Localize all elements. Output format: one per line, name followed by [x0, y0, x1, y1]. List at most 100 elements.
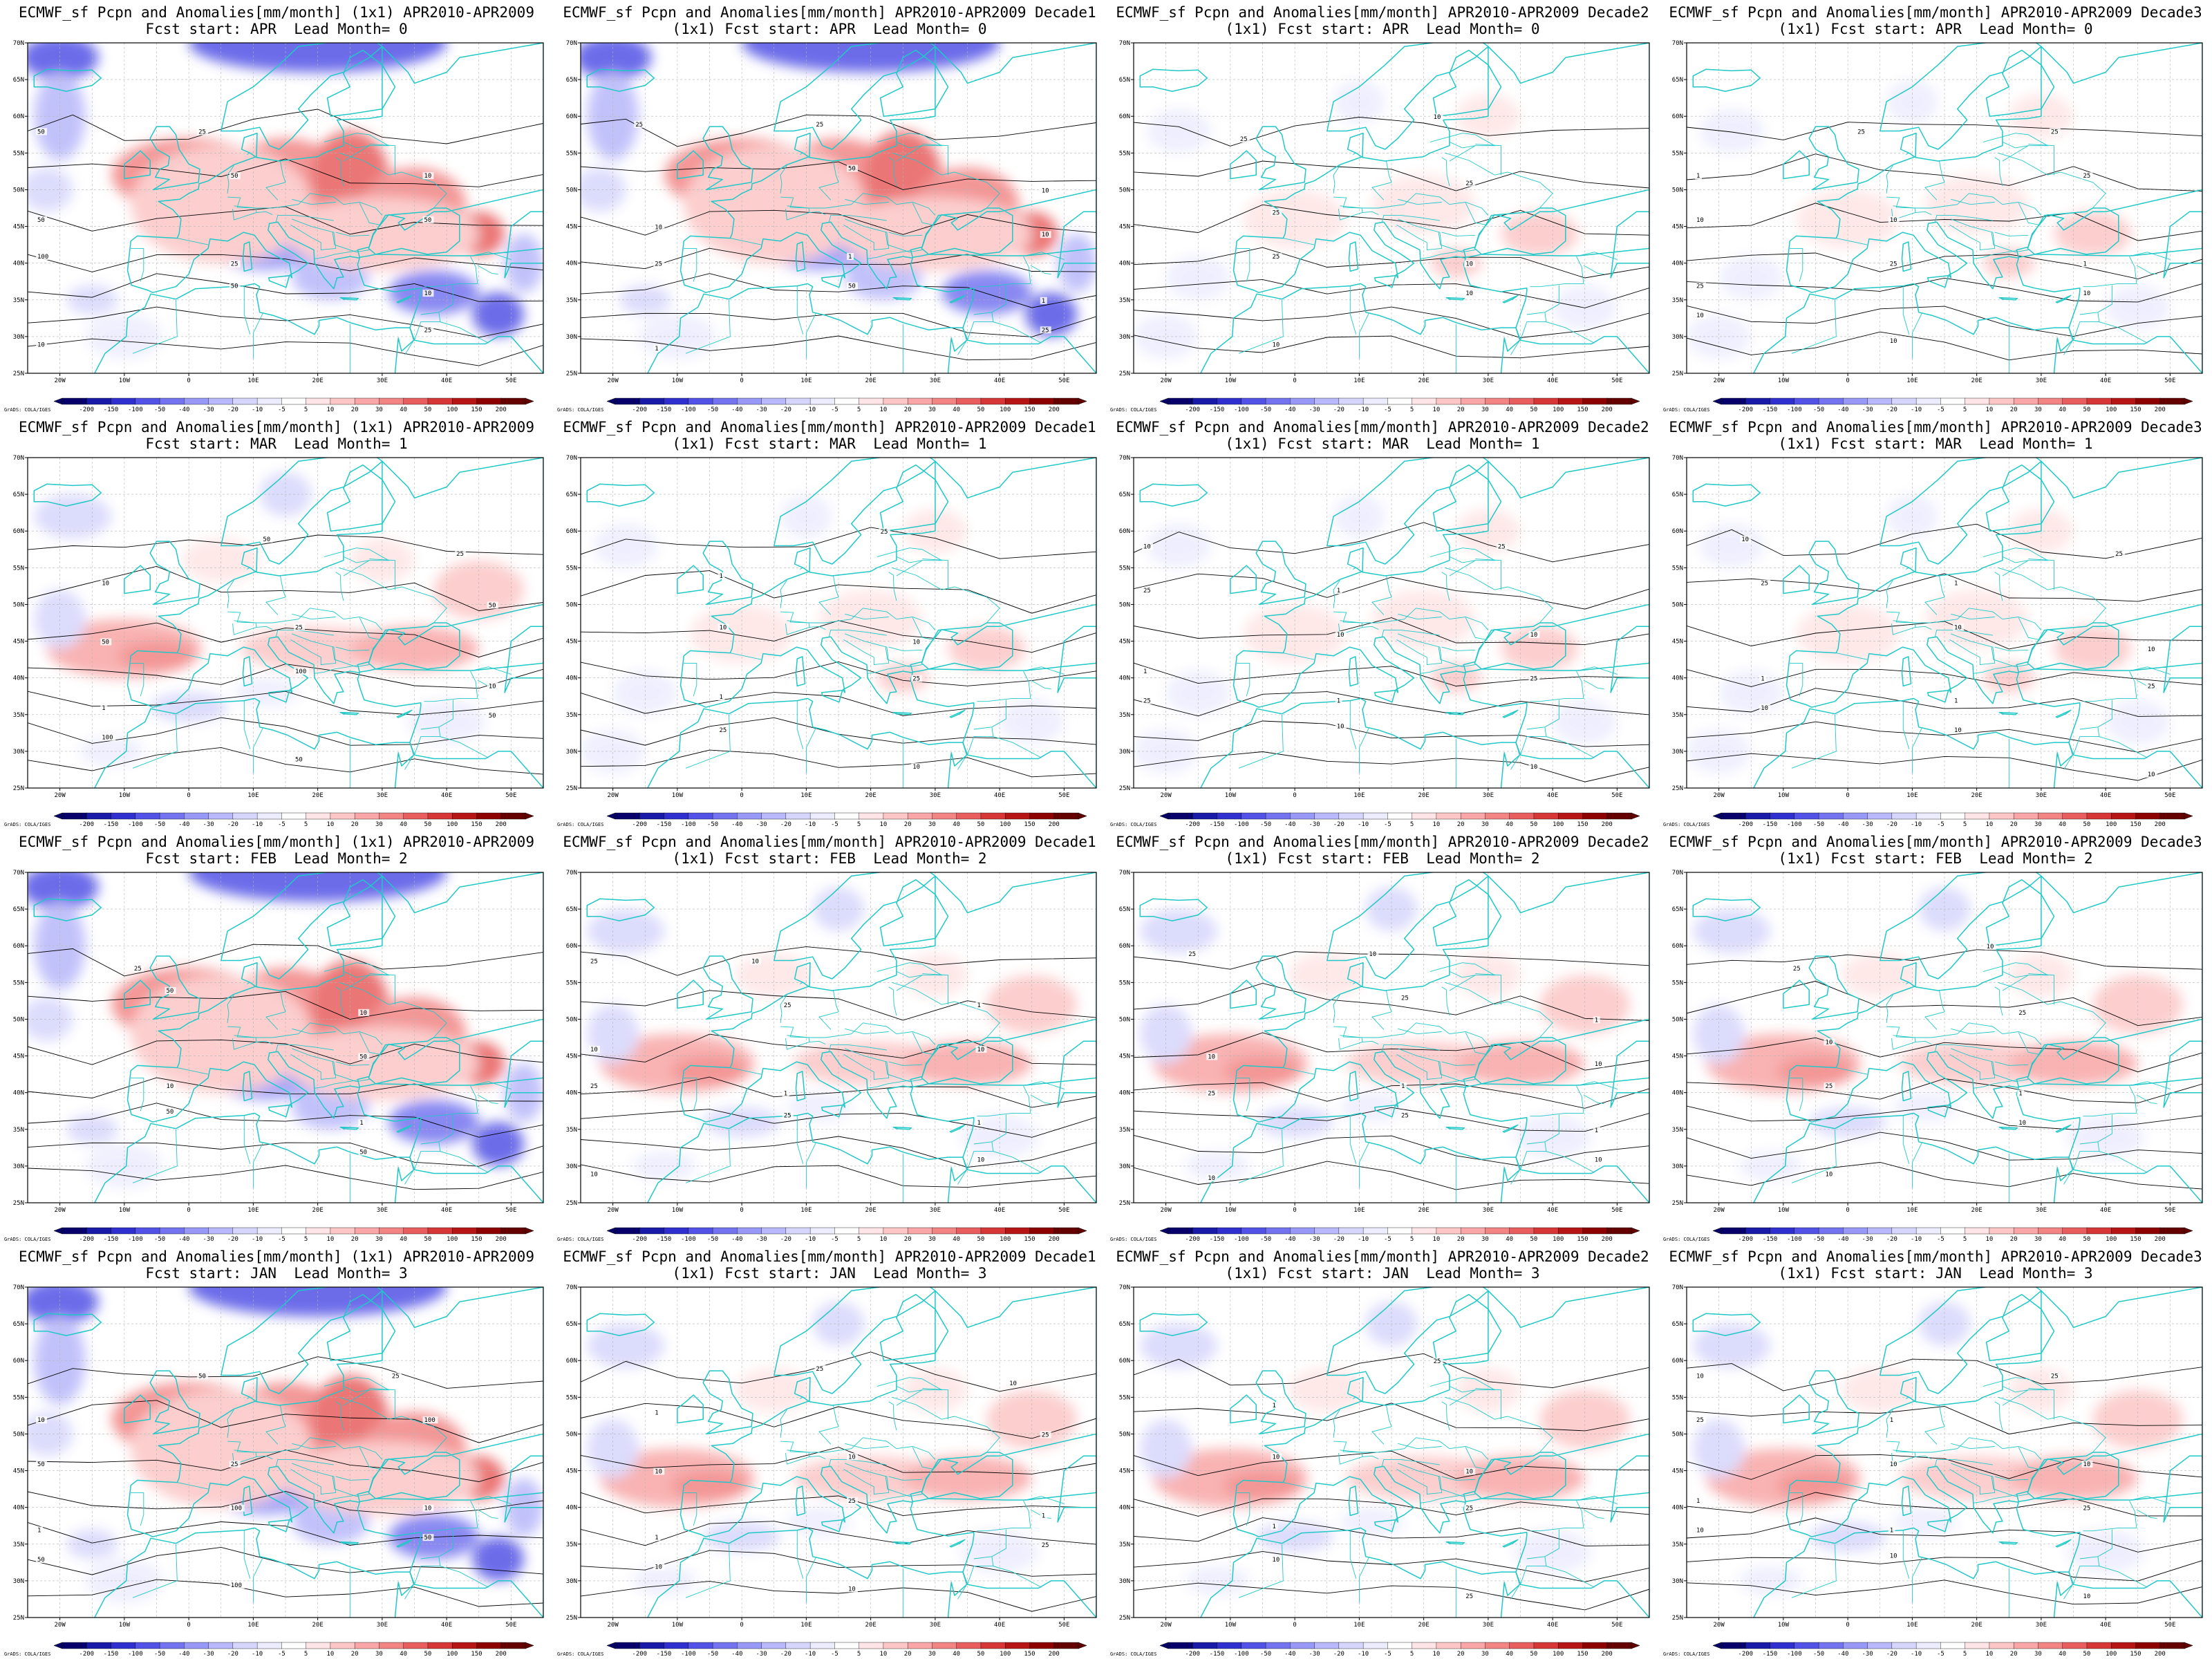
border-line [290, 1463, 337, 1494]
colorbar-label: -100 [128, 1651, 143, 1658]
contour-line [1687, 621, 2202, 650]
lat-tick-label: 55N [13, 565, 24, 572]
coastline [1808, 1370, 1859, 1435]
contour-label: 10 [1143, 543, 1151, 550]
colorbar-swatch [1745, 397, 1771, 405]
border-line [2028, 1388, 2054, 1420]
border-line [1544, 727, 1595, 758]
lon-tick-label: 0 [187, 792, 190, 799]
border-line [780, 995, 787, 1023]
colorbar-label: -40 [178, 1651, 189, 1658]
panel-title-line1: ECMWF_sf Pcpn and Anomalies[mm/month] AP… [1669, 4, 2202, 21]
colorbar-label: 5 [1963, 821, 1967, 828]
border-line [1438, 232, 1476, 253]
colorbar-label: 150 [1024, 1651, 1035, 1658]
contour-line [581, 1581, 1096, 1612]
border-line [1951, 198, 1995, 205]
contour-label: 50 [198, 1373, 206, 1380]
anomaly-shading [684, 145, 865, 263]
colorbar-swatch [306, 397, 331, 405]
lon-tick-label: 10E [247, 792, 259, 799]
border-line [1583, 265, 1604, 275]
border-line [1420, 1494, 1464, 1503]
border-line [922, 973, 948, 1005]
colorbar-swatch [712, 397, 738, 405]
anomaly-shading [986, 975, 1078, 1034]
contour-label: 1 [1954, 581, 1958, 588]
lat-tick-label: 40N [1672, 1505, 1683, 1512]
border-line [472, 1081, 512, 1089]
border-line [290, 633, 337, 665]
contour-label: 50 [231, 173, 238, 180]
colorbar-label: -40 [1284, 1236, 1295, 1243]
border-line [1998, 1396, 2106, 1453]
colorbar-swatch [1387, 397, 1413, 405]
border-line [2079, 285, 2112, 315]
border-line [1430, 962, 1496, 991]
contour-line [581, 161, 1096, 190]
lat-tick-label: 35N [13, 1127, 24, 1134]
border-line [359, 617, 381, 640]
colorbar-label: 20 [904, 1651, 912, 1658]
contour-label: 50 [37, 217, 45, 224]
contour-label: 1 [1890, 1417, 1893, 1424]
border-line [685, 299, 731, 354]
border-line [967, 321, 993, 341]
coastline [1200, 283, 1521, 373]
colorbar-label: -40 [731, 1651, 742, 1658]
contour-line [1687, 1358, 2202, 1391]
coastline [949, 294, 966, 303]
colorbar-swatch [379, 397, 404, 405]
colorbar-label: 10 [1985, 1651, 1993, 1658]
coastline [396, 1539, 413, 1548]
border-line [2131, 252, 2171, 260]
coastline [774, 872, 936, 980]
map-panel: 25 50 10 25 50 25 1 25 10 10 1 1 25N 30N 35N 40N 45N 50N 5… [553, 0, 1106, 415]
contour-label: 10 [1761, 705, 1768, 712]
lat-tick-label: 35N [1119, 297, 1130, 304]
coastline [1901, 241, 1912, 272]
lon-tick-label: 20E [312, 792, 323, 799]
lon-tick-label: 10E [800, 377, 812, 384]
colorbar-swatch [688, 812, 713, 820]
contour-label: 1 [2083, 261, 2087, 268]
contour-label: 1 [1273, 1403, 1276, 1409]
colorbar-swatch [1867, 1227, 1893, 1235]
colorbar-label: -200 [1185, 1236, 1200, 1243]
border-line [1526, 1114, 1559, 1145]
colorbar-label: 5 [304, 406, 308, 413]
coastline [1230, 980, 1257, 1009]
colorbar-swatch [1338, 397, 1364, 405]
grads-credit: GrADS: COLA/IGES [557, 1237, 603, 1242]
border-line [2097, 312, 2148, 344]
lat-tick-label: 55N [1672, 980, 1683, 986]
lat-tick-label: 70N [1672, 870, 1683, 877]
anomaly-shading [1140, 1004, 1192, 1064]
lon-tick-label: 40E [441, 1622, 452, 1629]
grads-credit: GrADS: COLA/IGES [4, 1237, 50, 1242]
contour-label: 1 [1761, 676, 1764, 683]
colorbar-label: -50 [1813, 1651, 1824, 1658]
contour-label: 50 [263, 536, 270, 543]
lon-tick-label: 0 [1846, 1207, 1849, 1214]
colorbar-swatch [1053, 812, 1079, 820]
colorbar-label: -40 [178, 821, 189, 828]
colorbar-label: -40 [1284, 1651, 1295, 1658]
anomaly-shading [1693, 1419, 1745, 1479]
contour-label: 1 [1273, 1524, 1276, 1530]
colorbar-swatch [1217, 397, 1242, 405]
border-line [818, 160, 839, 200]
colorbar-label: 40 [2059, 1651, 2066, 1658]
anomaly-shading [182, 538, 260, 583]
border-line [1238, 1129, 1284, 1183]
coastline [795, 656, 806, 687]
colorbar-swatch [500, 397, 526, 405]
coastline [1927, 689, 1949, 703]
colorbar-label: 100 [447, 821, 458, 828]
border-line [1902, 700, 1910, 749]
colorbar-swatch [1436, 812, 1461, 820]
colorbar-label: 150 [1577, 1236, 1588, 1243]
lon-tick-label: 10E [1353, 792, 1365, 799]
border-line [1949, 218, 1996, 250]
colorbar-swatch [1265, 397, 1291, 405]
